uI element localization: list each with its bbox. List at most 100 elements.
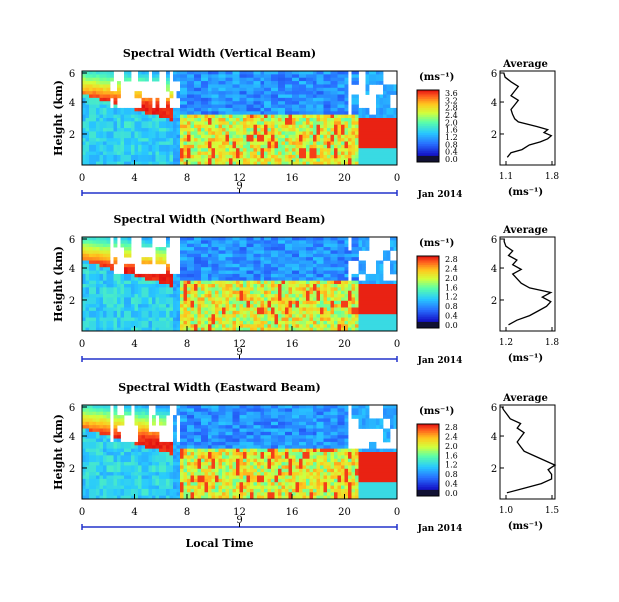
heatmap-cell (100, 479, 104, 483)
heatmap-cell (366, 142, 370, 146)
heatmap-cell (275, 91, 279, 95)
heatmap-cell (114, 314, 118, 318)
heatmap-cell (271, 287, 275, 291)
heatmap-cell (387, 158, 391, 162)
heatmap-cell (142, 131, 146, 135)
colorbar-tick-label: 0.0 (445, 321, 458, 330)
heatmap-cell (191, 108, 195, 112)
heatmap-cell (191, 304, 195, 308)
heatmap-cell (117, 142, 121, 146)
heatmap-cell (229, 264, 233, 268)
heatmap-cell (306, 281, 310, 285)
heatmap-cell (110, 482, 114, 486)
heatmap-cell (82, 240, 86, 244)
heatmap-cell (128, 158, 132, 162)
heatmap-cell (247, 240, 251, 244)
heatmap-cell (180, 304, 184, 308)
heatmap-cell (320, 138, 324, 142)
heatmap-cell (387, 291, 391, 295)
heatmap-cell (166, 294, 170, 298)
heatmap-cell (173, 158, 177, 162)
heatmap-cell (86, 274, 90, 278)
heatmap-cell (89, 308, 93, 312)
heatmap-cell (345, 264, 349, 268)
heatmap-cell (334, 257, 338, 261)
heatmap-cell (138, 274, 142, 278)
heatmap-cell (285, 294, 289, 298)
heatmap-cell (184, 308, 188, 312)
heatmap-cell (107, 418, 111, 422)
heatmap-cell (387, 297, 391, 301)
heatmap-cell (383, 281, 387, 285)
heatmap-cell (292, 271, 296, 275)
heatmap-cell (135, 115, 139, 119)
heatmap-cell (317, 131, 321, 135)
heatmap-cell (142, 135, 146, 139)
heatmap-cell (296, 274, 300, 278)
heatmap-cell (376, 128, 380, 132)
heatmap-cell (324, 138, 328, 142)
heatmap-cell (149, 121, 153, 125)
heatmap-cell (180, 318, 184, 322)
heatmap-cell (187, 138, 191, 142)
heatmap-cell (275, 84, 279, 88)
heatmap-cell (201, 95, 205, 99)
heatmap-cell (250, 135, 254, 139)
heatmap-cell (355, 152, 359, 156)
heatmap-cell (100, 455, 104, 459)
heatmap-cell (96, 321, 100, 325)
heatmap-cell (341, 95, 345, 99)
heatmap-cell (124, 308, 128, 312)
heatmap-cell (292, 105, 296, 109)
heatmap-cell (187, 142, 191, 146)
heatmap-cell (159, 277, 163, 281)
heatmap-cell (387, 115, 391, 119)
heatmap-cell (177, 155, 181, 159)
heatmap-cell (173, 142, 177, 146)
heatmap-cell (86, 304, 90, 308)
heatmap-cell (254, 297, 258, 301)
heatmap-cell (82, 138, 86, 142)
heatmap-cell (341, 267, 345, 271)
heatmap-cell (177, 284, 181, 288)
heatmap-cell (86, 455, 90, 459)
heatmap-cell (254, 71, 258, 75)
heatmap-cell (317, 78, 321, 82)
heatmap-cell (205, 158, 209, 162)
heatmap-cell (236, 294, 240, 298)
heatmap-cell (121, 138, 125, 142)
heatmap-cell (243, 84, 247, 88)
heatmap-cell (208, 264, 212, 268)
heatmap-cell (107, 294, 111, 298)
heatmap-cell (341, 105, 345, 109)
heatmap-cell (380, 277, 384, 281)
heatmap-cell (261, 105, 265, 109)
heatmap-cell (387, 98, 391, 102)
heatmap-cell (261, 267, 265, 271)
heatmap-cell (142, 297, 146, 301)
heatmap-cell (131, 301, 135, 305)
heatmap-cell (110, 452, 114, 456)
heatmap-cell (226, 257, 230, 261)
heatmap-cell (89, 142, 93, 146)
heatmap-cell (194, 155, 198, 159)
heatmap-cell (383, 301, 387, 305)
heatmap-cell (89, 101, 93, 105)
heatmap-cell (285, 95, 289, 99)
heatmap-cell (285, 155, 289, 159)
heatmap-cell (345, 105, 349, 109)
heatmap-cell (306, 254, 310, 258)
heatmap-cell (233, 274, 237, 278)
heatmap-cell (299, 142, 303, 146)
heatmap-cell (198, 257, 202, 261)
heatmap-cell (299, 95, 303, 99)
heatmap-cell (107, 462, 111, 466)
heatmap-cell (180, 115, 184, 119)
heatmap-cell (233, 125, 237, 129)
heatmap-cell (387, 142, 391, 146)
panel-title: Spectral Width (Vertical Beam) (123, 47, 316, 60)
heatmap-cell (194, 148, 198, 152)
heatmap-cell (226, 135, 230, 139)
heatmap-cell (103, 244, 107, 248)
heatmap-cell (173, 131, 177, 135)
